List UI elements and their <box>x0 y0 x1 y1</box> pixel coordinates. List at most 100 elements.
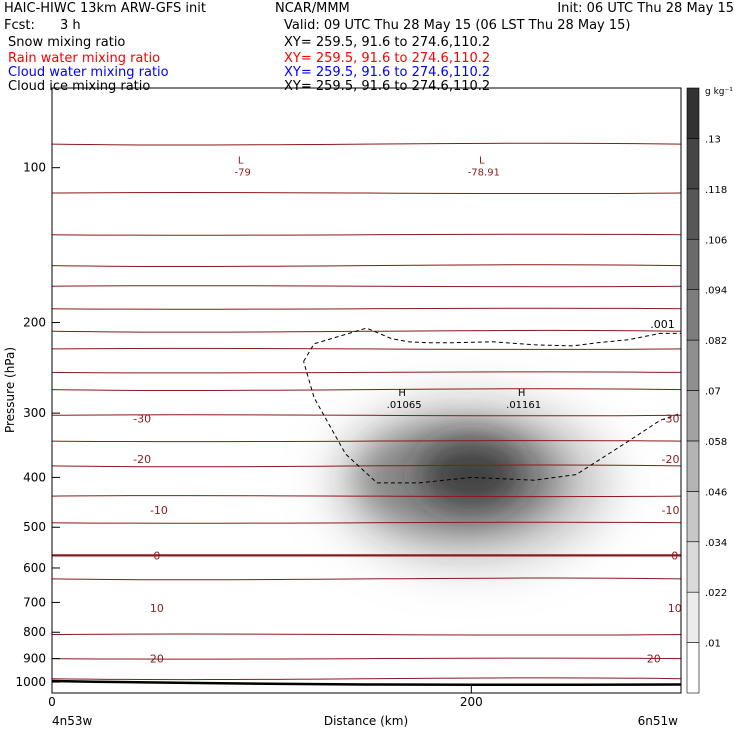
forecast-label: Fcst: <box>4 18 35 33</box>
extremum-value: -79 <box>235 168 251 179</box>
dashed-contour <box>303 327 681 484</box>
isotherm-line <box>52 371 681 374</box>
isotherm-labels: -30 -30 -20 -20 -10 -10 0 0 10 10 20 20 <box>133 412 682 665</box>
colorbar-label: .106 <box>705 235 727 246</box>
isotherm-label: 10 <box>150 602 164 615</box>
colorbar-swatch <box>686 541 700 593</box>
colorbar-swatch <box>686 591 700 643</box>
isotherm-line <box>52 521 681 524</box>
isotherm-label: 0 <box>671 549 678 562</box>
colorbar-label: .034 <box>705 538 727 549</box>
isotherm-line <box>52 633 681 636</box>
colorbar-swatch <box>686 289 700 341</box>
isotherm-line <box>52 495 681 498</box>
terrain-line-layer <box>52 679 681 687</box>
cloud-ice-core <box>419 441 523 508</box>
colorbar-swatch <box>686 87 700 139</box>
colorbar-label: .022 <box>705 588 727 599</box>
isotherm-line <box>52 233 681 236</box>
y-axis-label: Pressure (hPa) <box>3 347 17 433</box>
x-tick-label: 0 <box>48 695 56 709</box>
isotherm-label: -10 <box>662 504 680 517</box>
dashed-contour-layer <box>303 327 681 484</box>
plot-frame <box>51 87 682 694</box>
extremum-marker: L <box>479 156 485 167</box>
y-tick-label: 600 <box>23 561 46 575</box>
field-name-cloudice: Cloud ice mixing ratio <box>8 79 151 94</box>
colorbar: .01 .022 .034 .046 .058 .07 .082 .094 .106 .118 .1… <box>686 87 727 694</box>
x-axis: 0 200 <box>48 685 483 709</box>
isotherm-line <box>52 657 681 660</box>
y-tick-label: 1000 <box>15 675 46 689</box>
isotherm-label: -10 <box>150 504 168 517</box>
isotherm-line <box>52 307 681 310</box>
y-tick-label: 800 <box>23 625 46 639</box>
isotherm-label: 20 <box>647 653 661 666</box>
isotherm-line <box>52 142 681 146</box>
y-tick-label: 900 <box>23 652 46 666</box>
y-tick-label: 100 <box>23 161 46 175</box>
y-tick-label: 200 <box>23 316 46 330</box>
isotherm-label: -20 <box>662 453 680 466</box>
colorbar-swatch <box>686 238 700 290</box>
y-tick-label: 700 <box>23 595 46 609</box>
field-xy-rain: XY= 259.5, 91.6 to 274.6,110.2 <box>284 51 491 66</box>
x-left-endpoint: 4n53w <box>52 714 93 728</box>
cloud-ice-shading <box>331 399 611 566</box>
extremum-marker: H <box>518 388 526 399</box>
init-time: Init: 06 UTC Thu 28 May 15 <box>557 1 734 16</box>
isotherm-label: 20 <box>150 653 164 666</box>
colorbar-swatch <box>686 188 700 240</box>
isotherm-line <box>52 264 681 267</box>
isotherm-label: 10 <box>668 602 682 615</box>
colorbar-label: .094 <box>705 286 727 297</box>
field-xy-cloudwater: XY= 259.5, 91.6 to 274.6,110.2 <box>284 65 491 80</box>
isotherm-line <box>52 440 681 443</box>
isotherm-line <box>52 388 681 391</box>
colorbar-label: .118 <box>705 185 727 196</box>
colorbar-swatch <box>686 138 700 190</box>
field-xy-cloudice: XY= 259.5, 91.6 to 274.6,110.2 <box>284 79 491 94</box>
valid-time: Valid: 09 UTC Thu 28 May 15 (06 LST Thu … <box>284 18 631 33</box>
isotherm-label: -30 <box>662 412 680 425</box>
isotherm-line <box>52 677 681 681</box>
isotherm-line <box>52 347 681 350</box>
colorbar-swatch <box>686 491 700 543</box>
extremum-marker: L <box>238 156 244 167</box>
isotherm-label: 0 <box>153 549 160 562</box>
colorbar-label: .01 <box>705 639 721 650</box>
extremum-value: .01161 <box>506 400 541 411</box>
colorbar-swatch <box>686 642 700 694</box>
extremum-value: -78.91 <box>468 168 500 179</box>
plot-area <box>52 142 681 687</box>
field-xy-snow: XY= 259.5, 91.6 to 274.6,110.2 <box>284 35 491 50</box>
isotherm-line <box>52 577 681 581</box>
isotherm-line <box>52 329 681 333</box>
isotherm-line <box>52 285 681 288</box>
temperature-contours <box>52 142 681 681</box>
y-axis: 100 200 300 400 500 600 700 800 900 1000 <box>15 161 60 689</box>
isotherm-line <box>52 464 681 468</box>
colorbar-label: .058 <box>705 437 727 448</box>
colorbar-unit: g kg⁻¹ <box>705 87 733 97</box>
field-name-snow: Snow mixing ratio <box>8 35 126 50</box>
y-tick-label: 400 <box>23 470 46 484</box>
extremum-value: .01065 <box>387 400 422 411</box>
org-label: NCAR/MMM <box>275 1 350 16</box>
y-tick-label: 300 <box>23 406 46 420</box>
x-tick-label: 200 <box>460 695 483 709</box>
colorbar-label: .046 <box>705 487 727 498</box>
extremum-marker: H <box>398 388 406 399</box>
colorbar-swatch <box>686 390 700 442</box>
isotherm-line <box>52 191 681 195</box>
isotherm-label: -30 <box>133 412 151 425</box>
isotherm-label: -20 <box>133 453 151 466</box>
terrain-line <box>52 679 681 687</box>
field-name-cloudwater: Cloud water mixing ratio <box>8 65 169 80</box>
dashed-contour-label: .001 <box>650 318 675 331</box>
y-tick-label: 500 <box>23 520 46 534</box>
x-right-endpoint: 6n51w <box>638 714 679 728</box>
colorbar-label: .13 <box>705 134 721 145</box>
